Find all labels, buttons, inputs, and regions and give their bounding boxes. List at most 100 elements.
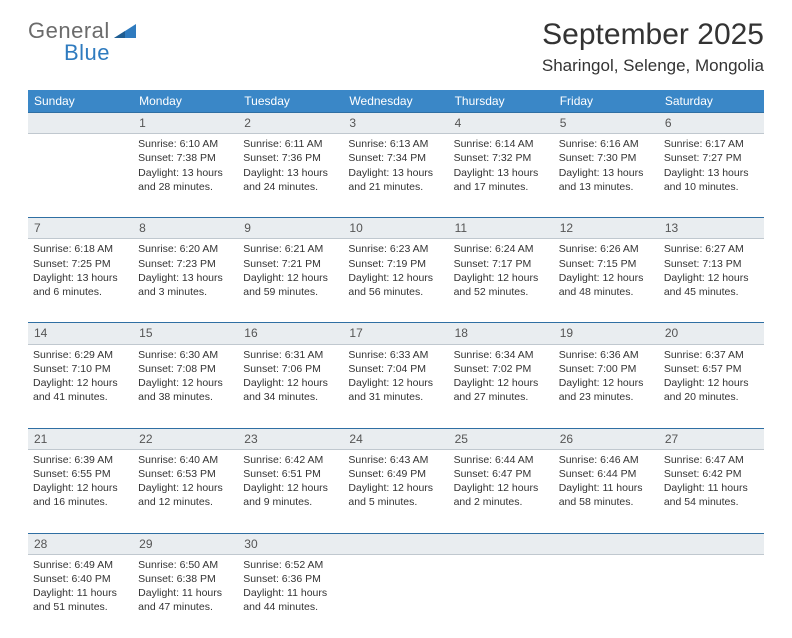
sunset-text: Sunset: 7:10 PM (33, 362, 128, 376)
day-number: 19 (560, 326, 573, 340)
sunset-text: Sunset: 7:27 PM (664, 151, 759, 165)
sunrise-text: Sunrise: 6:52 AM (243, 558, 338, 572)
day-cell (343, 554, 448, 638)
day-number-cell (659, 533, 764, 554)
day-cell (28, 134, 133, 218)
day-number: 25 (455, 432, 468, 446)
day-cell (449, 554, 554, 638)
sunset-text: Sunset: 7:00 PM (559, 362, 654, 376)
day-cell: Sunrise: 6:40 AMSunset: 6:53 PMDaylight:… (133, 449, 238, 533)
daylight-text: Daylight: 13 hours and 3 minutes. (138, 271, 233, 299)
day-number: 23 (244, 432, 257, 446)
day-number-cell: 14 (28, 323, 133, 344)
sunset-text: Sunset: 6:51 PM (243, 467, 338, 481)
day-cell: Sunrise: 6:46 AMSunset: 6:44 PMDaylight:… (554, 449, 659, 533)
day-cell: Sunrise: 6:37 AMSunset: 6:57 PMDaylight:… (659, 344, 764, 428)
sunrise-text: Sunrise: 6:20 AM (138, 242, 233, 256)
header: General Blue September 2025 Sharingol, S… (28, 18, 764, 76)
day-number: 2 (244, 116, 251, 130)
calendar-table: Sunday Monday Tuesday Wednesday Thursday… (28, 90, 764, 638)
col-wednesday: Wednesday (343, 90, 448, 113)
sunrise-text: Sunrise: 6:29 AM (33, 348, 128, 362)
day-cell (554, 554, 659, 638)
sunrise-text: Sunrise: 6:44 AM (454, 453, 549, 467)
logo-triangle-icon (114, 22, 138, 40)
day-cell: Sunrise: 6:31 AMSunset: 7:06 PMDaylight:… (238, 344, 343, 428)
day-number-cell (449, 533, 554, 554)
daylight-text: Daylight: 13 hours and 13 minutes. (559, 166, 654, 194)
daylight-text: Daylight: 12 hours and 38 minutes. (138, 376, 233, 404)
day-cell: Sunrise: 6:13 AMSunset: 7:34 PMDaylight:… (343, 134, 448, 218)
day-number-cell: 2 (238, 113, 343, 134)
day-number: 29 (139, 537, 152, 551)
daylight-text: Daylight: 12 hours and 45 minutes. (664, 271, 759, 299)
day-number-cell: 24 (343, 428, 448, 449)
logo: General Blue (28, 18, 138, 44)
day-cell: Sunrise: 6:52 AMSunset: 6:36 PMDaylight:… (238, 554, 343, 638)
day-number: 30 (244, 537, 257, 551)
sunset-text: Sunset: 7:06 PM (243, 362, 338, 376)
day-number-cell: 20 (659, 323, 764, 344)
daylight-text: Daylight: 12 hours and 16 minutes. (33, 481, 128, 509)
day-cell: Sunrise: 6:26 AMSunset: 7:15 PMDaylight:… (554, 239, 659, 323)
sunset-text: Sunset: 7:30 PM (559, 151, 654, 165)
day-number: 24 (349, 432, 362, 446)
day-cell: Sunrise: 6:10 AMSunset: 7:38 PMDaylight:… (133, 134, 238, 218)
sunrise-text: Sunrise: 6:40 AM (138, 453, 233, 467)
sunset-text: Sunset: 6:40 PM (33, 572, 128, 586)
day-cell: Sunrise: 6:17 AMSunset: 7:27 PMDaylight:… (659, 134, 764, 218)
sunset-text: Sunset: 7:13 PM (664, 257, 759, 271)
day-number: 27 (665, 432, 678, 446)
sunset-text: Sunset: 7:23 PM (138, 257, 233, 271)
day-number: 28 (34, 537, 47, 551)
day-cell: Sunrise: 6:42 AMSunset: 6:51 PMDaylight:… (238, 449, 343, 533)
day-cell: Sunrise: 6:36 AMSunset: 7:00 PMDaylight:… (554, 344, 659, 428)
daylight-text: Daylight: 13 hours and 24 minutes. (243, 166, 338, 194)
day-cell: Sunrise: 6:44 AMSunset: 6:47 PMDaylight:… (449, 449, 554, 533)
sunrise-text: Sunrise: 6:21 AM (243, 242, 338, 256)
sunset-text: Sunset: 7:32 PM (454, 151, 549, 165)
day-cell: Sunrise: 6:29 AMSunset: 7:10 PMDaylight:… (28, 344, 133, 428)
sunset-text: Sunset: 7:19 PM (348, 257, 443, 271)
daylight-text: Daylight: 12 hours and 48 minutes. (559, 271, 654, 299)
sunrise-text: Sunrise: 6:26 AM (559, 242, 654, 256)
sunset-text: Sunset: 6:47 PM (454, 467, 549, 481)
sunrise-text: Sunrise: 6:17 AM (664, 137, 759, 151)
day-cell: Sunrise: 6:23 AMSunset: 7:19 PMDaylight:… (343, 239, 448, 323)
day-number-cell: 1 (133, 113, 238, 134)
day-number-cell: 29 (133, 533, 238, 554)
day-number: 22 (139, 432, 152, 446)
day-number: 18 (455, 326, 468, 340)
day-number-cell: 6 (659, 113, 764, 134)
daylight-text: Daylight: 11 hours and 51 minutes. (33, 586, 128, 614)
title-block: September 2025 Sharingol, Selenge, Mongo… (542, 18, 764, 76)
logo-text-blue: Blue (64, 40, 110, 66)
day-cell: Sunrise: 6:18 AMSunset: 7:25 PMDaylight:… (28, 239, 133, 323)
day-number-cell: 11 (449, 218, 554, 239)
day-cell: Sunrise: 6:43 AMSunset: 6:49 PMDaylight:… (343, 449, 448, 533)
daylight-text: Daylight: 12 hours and 41 minutes. (33, 376, 128, 404)
day-cell: Sunrise: 6:24 AMSunset: 7:17 PMDaylight:… (449, 239, 554, 323)
day-number-row: 28 29 30 (28, 533, 764, 554)
col-friday: Friday (554, 90, 659, 113)
daylight-text: Daylight: 11 hours and 47 minutes. (138, 586, 233, 614)
day-number-row: 14151617181920 (28, 323, 764, 344)
sunset-text: Sunset: 7:21 PM (243, 257, 338, 271)
day-header-row: Sunday Monday Tuesday Wednesday Thursday… (28, 90, 764, 113)
day-cell: Sunrise: 6:20 AMSunset: 7:23 PMDaylight:… (133, 239, 238, 323)
day-number-cell: 23 (238, 428, 343, 449)
day-number-cell: 3 (343, 113, 448, 134)
day-number: 14 (34, 326, 47, 340)
sunset-text: Sunset: 7:15 PM (559, 257, 654, 271)
day-number: 8 (139, 221, 146, 235)
daylight-text: Daylight: 12 hours and 52 minutes. (454, 271, 549, 299)
day-cell: Sunrise: 6:39 AMSunset: 6:55 PMDaylight:… (28, 449, 133, 533)
sunrise-text: Sunrise: 6:36 AM (559, 348, 654, 362)
day-cell: Sunrise: 6:34 AMSunset: 7:02 PMDaylight:… (449, 344, 554, 428)
sunset-text: Sunset: 7:25 PM (33, 257, 128, 271)
day-number-cell: 27 (659, 428, 764, 449)
day-number-row: 78910111213 (28, 218, 764, 239)
daylight-text: Daylight: 12 hours and 23 minutes. (559, 376, 654, 404)
sunset-text: Sunset: 7:38 PM (138, 151, 233, 165)
sunset-text: Sunset: 6:42 PM (664, 467, 759, 481)
